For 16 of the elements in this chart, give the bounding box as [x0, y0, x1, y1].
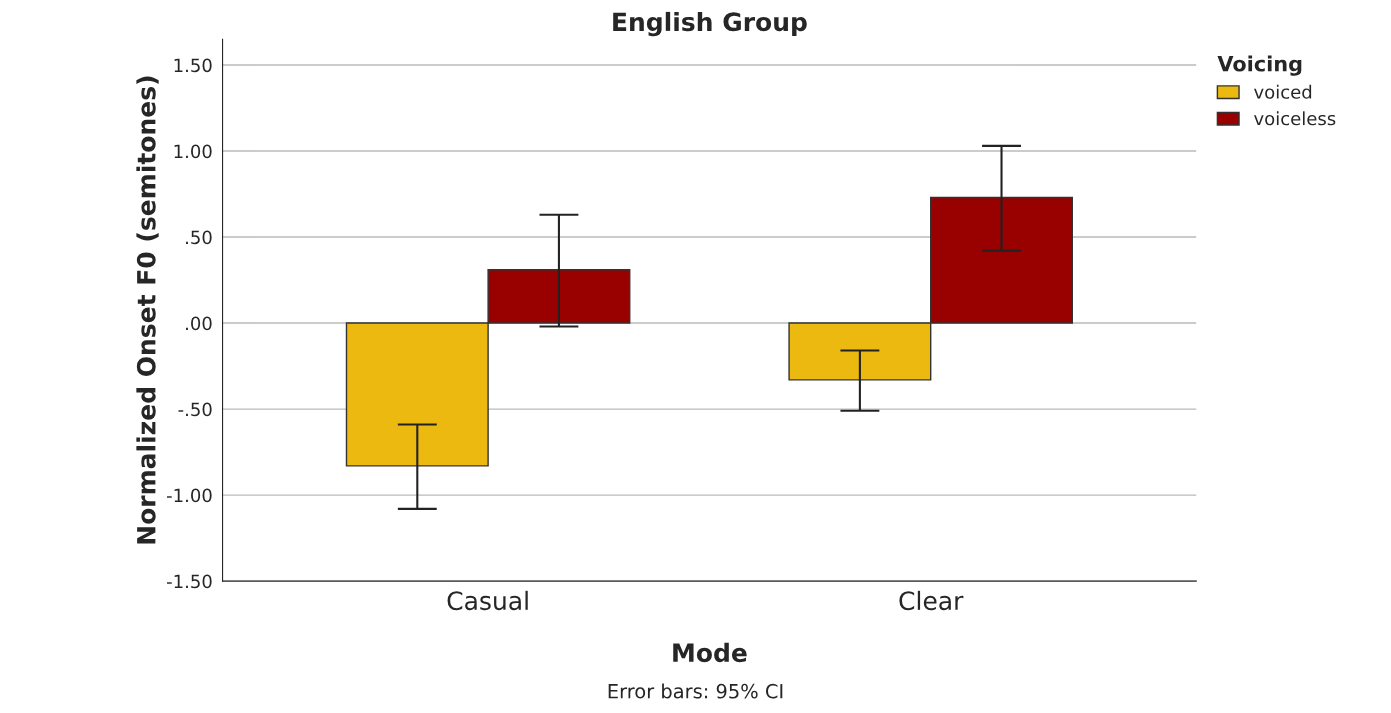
legend-title: Voicing — [1217, 55, 1302, 76]
y-tick-label: 1.50 — [174, 58, 212, 73]
x-tick-label: Casual — [447, 590, 528, 611]
y-tick-label: -1.50 — [167, 574, 212, 589]
y-axis-title: Normalized Onset F0 (semitones) — [136, 76, 159, 544]
legend-label: voiceless — [1254, 111, 1336, 126]
chart-title: English Group — [613, 11, 807, 37]
y-tick-label: -1.00 — [167, 488, 212, 503]
y-tick-label: .50 — [186, 230, 212, 245]
y-tick-label: .00 — [186, 316, 212, 331]
x-tick-label: Clear — [899, 590, 964, 611]
legend-label: voiced — [1254, 84, 1312, 99]
x-axis-title: Mode — [673, 642, 747, 663]
y-tick-label: 1.00 — [174, 144, 212, 159]
y-tick-label: -.50 — [178, 402, 212, 417]
text: Error bars: 95% CI — [608, 683, 783, 699]
